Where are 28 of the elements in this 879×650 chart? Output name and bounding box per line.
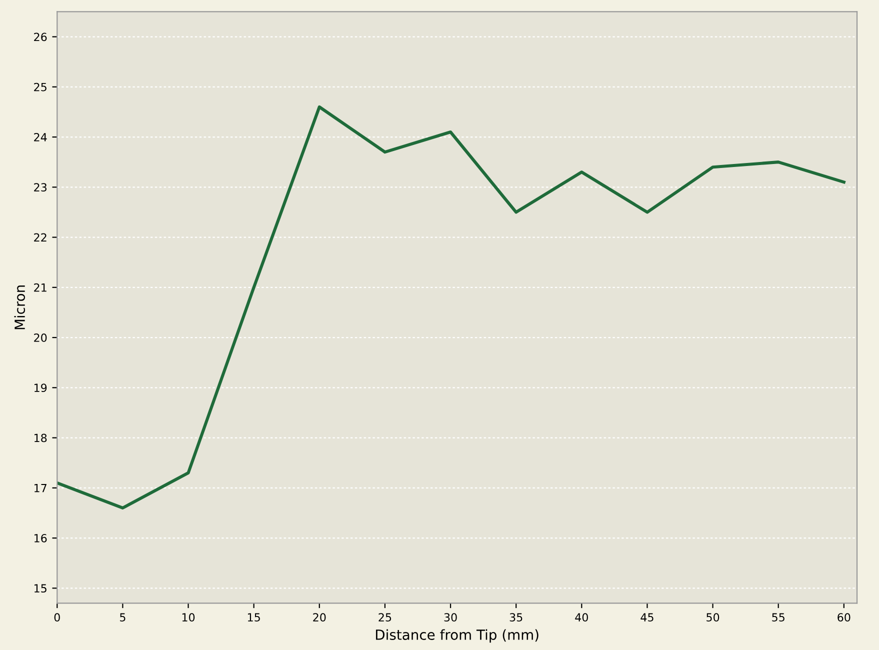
x-tick-label: 60 <box>838 613 850 622</box>
x-tick-label: 35 <box>510 613 522 622</box>
y-tick-label: 19 <box>34 384 47 392</box>
y-tick-label: 21 <box>34 283 46 292</box>
x-tick-label: 20 <box>313 613 326 622</box>
y-tick-label: 26 <box>34 32 47 42</box>
x-tick-label: 25 <box>378 613 392 622</box>
line-series <box>57 105 846 510</box>
x-tick-label: 15 <box>248 613 260 622</box>
x-tick-label: 50 <box>706 613 720 622</box>
x-tick-label: 5 <box>120 613 126 622</box>
y-tick-label: 25 <box>34 82 46 92</box>
x-tick-label: 45 <box>640 613 654 622</box>
y-tick-label: 18 <box>34 434 47 442</box>
y-axis-title: Micron <box>14 286 26 330</box>
y-tick-label: 17 <box>34 484 46 492</box>
x-axis-title: Distance from Tip (mm) <box>376 629 538 643</box>
y-tick-label: 20 <box>34 334 47 342</box>
y-tick-label: 22 <box>34 233 46 242</box>
x-tick-label: 0 <box>54 613 60 622</box>
x-tick-label: 55 <box>772 613 784 622</box>
x-tick-label: 30 <box>444 613 457 622</box>
y-tick-label: 24 <box>34 132 47 142</box>
y-tick-label: 23 <box>34 183 47 192</box>
x-tick-label: 40 <box>575 613 588 622</box>
y-tick-label: 16 <box>34 534 47 542</box>
x-tick-label: 10 <box>182 613 195 622</box>
y-tick-label: 15 <box>34 584 46 593</box>
